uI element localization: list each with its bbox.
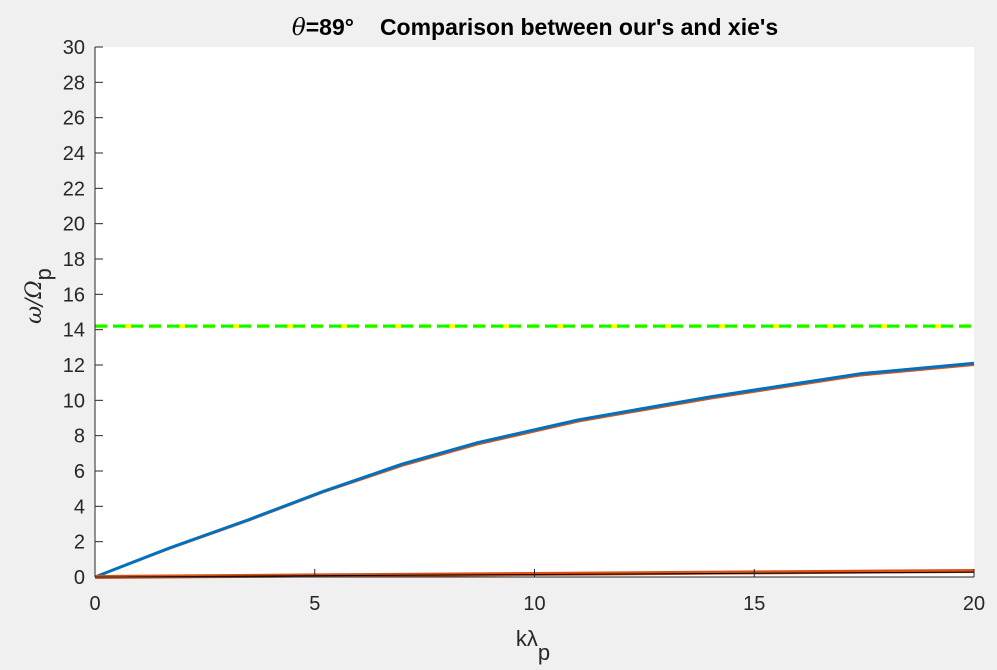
plot-area (95, 47, 974, 577)
y-tick-label: 28 (63, 72, 85, 94)
y-tick-label: 10 (63, 390, 85, 412)
x-axis-label-sub: p (538, 640, 550, 665)
y-tick-label: 12 (63, 355, 85, 377)
y-axis-label-main: ω/Ω (22, 280, 47, 324)
y-tick-label: 26 (63, 108, 85, 130)
y-tick-label: 14 (63, 320, 85, 342)
y-axis-label: ω/Ωp (22, 268, 56, 324)
x-tick-label: 10 (523, 593, 545, 615)
series-line-2 (94, 361, 975, 579)
x-axis-label: kλp (516, 626, 550, 665)
x-tick-label: 5 (309, 593, 320, 615)
y-tick-label: 4 (74, 496, 85, 518)
x-tick-label: 15 (743, 593, 765, 615)
y-axis-label-sub: p (31, 268, 56, 280)
y-tick-label: 30 (63, 37, 85, 59)
x-tick-label: 0 (89, 593, 100, 615)
y-tick-label: 16 (63, 284, 85, 306)
x-tick-label: 20 (963, 593, 985, 615)
title-theta-value: =89° (306, 14, 354, 40)
x-axis-label-main: kλ (516, 626, 538, 651)
y-tick-label: 20 (63, 214, 85, 236)
y-tick-label: 2 (74, 532, 85, 554)
y-tick-label: 8 (74, 426, 85, 448)
title-theta-symbol: θ (292, 15, 306, 41)
y-tick-label: 22 (63, 178, 85, 200)
title-text: Comparison between our's and xie's (380, 14, 778, 40)
chart-title: θ=89° Comparison between our's and xie's (292, 14, 778, 41)
y-tick-label: 6 (74, 461, 85, 483)
y-tick-label: 0 (74, 567, 85, 589)
y-tick-label: 18 (63, 249, 85, 271)
y-tick-label: 24 (63, 143, 85, 165)
